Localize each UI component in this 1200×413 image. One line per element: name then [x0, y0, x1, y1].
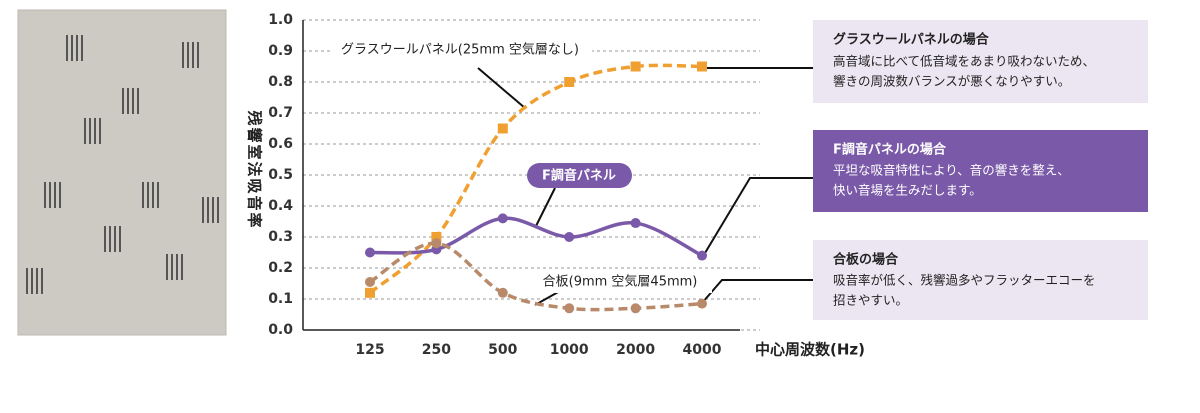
note-text: 高音域に比べて低音域をあまり吸わないため、 — [833, 54, 1095, 69]
data-point — [497, 213, 508, 224]
note-box: グラスウールパネルの場合 高音域に比べて低音域をあまり吸わないため、 響きの周波… — [813, 20, 1148, 103]
x-tick-label: 500 — [488, 342, 517, 358]
note-text: 吸音率が低く、残響過多やフラッターエコーを — [833, 273, 1096, 288]
connector — [701, 279, 813, 304]
data-point — [630, 303, 641, 314]
y-tick-label: 0.5 — [268, 167, 293, 183]
note-text: 響きの周波数バランスが悪くなりやすい。 — [833, 74, 1070, 89]
note-text: 平坦な吸音特性により、音の響きを整え、 — [833, 163, 1070, 178]
y-axis-label: 残響室法吸音率 — [246, 110, 264, 229]
y-tick-label: 0.4 — [268, 198, 293, 214]
series-label: F調音パネル — [542, 168, 616, 184]
y-tick-label: 0.8 — [268, 74, 293, 90]
data-point — [497, 123, 508, 134]
plot — [365, 61, 707, 314]
note-bg — [813, 240, 1148, 320]
y-tick-label: 0.1 — [268, 291, 293, 307]
x-tick-label: 2000 — [616, 342, 655, 358]
connector — [701, 177, 813, 259]
y-tick-label: 0.9 — [268, 43, 293, 59]
series-label: 合板(9mm 空気層45mm) — [543, 274, 698, 290]
note-bg — [813, 20, 1148, 103]
x-tick-label: 1000 — [550, 342, 589, 358]
data-point — [697, 61, 707, 72]
leader-line — [534, 187, 556, 229]
data-point — [431, 238, 442, 249]
data-point — [630, 218, 641, 229]
note-text: 快い音場を生みだします。 — [833, 183, 982, 198]
leaders — [477, 67, 813, 306]
series-line — [369, 216, 703, 258]
note-title: グラスウールパネルの場合 — [833, 32, 990, 48]
data-point — [564, 77, 575, 87]
data-point — [564, 232, 575, 242]
y-tick-label: 0.2 — [268, 260, 293, 276]
data-point — [630, 61, 641, 72]
y-tick-label: 0.7 — [268, 105, 293, 121]
data-point — [431, 232, 442, 242]
note-title: 合板の場合 — [833, 252, 899, 268]
series-label-pill — [527, 163, 632, 188]
y-tick-label: 0.6 — [268, 136, 293, 152]
label-bg — [528, 271, 712, 293]
data-point — [564, 303, 575, 314]
note-box: 合板の場合 吸音率が低く、残響過多やフラッターエコーを 招きやすい。 — [813, 240, 1148, 320]
data-point — [497, 287, 508, 298]
note-bg — [813, 130, 1148, 212]
data-point — [365, 287, 375, 298]
y-tick-label: 0.0 — [268, 322, 293, 338]
data-point — [365, 247, 375, 258]
x-tick-label: 125 — [355, 342, 384, 358]
x-tick-label: 4000 — [683, 342, 722, 358]
label-bg — [330, 39, 592, 61]
note-text: 招きやすい。 — [833, 293, 908, 308]
x-axis-label: 中心周波数(Hz) — [755, 341, 865, 359]
series-label: グラスウールパネル(25mm 空気層なし) — [341, 42, 579, 58]
y-tick-label: 1.0 — [268, 12, 293, 28]
note-title: F調音パネルの場合 — [833, 142, 947, 158]
x-tick-label: 250 — [422, 342, 451, 358]
data-point — [697, 250, 707, 261]
panel-image — [17, 9, 227, 336]
note-box: F調音パネルの場合 平坦な吸音特性により、音の響きを整え、 快い音場を生みだしま… — [813, 130, 1148, 212]
data-point — [365, 276, 375, 287]
data-point — [697, 298, 707, 309]
y-tick-label: 0.3 — [268, 229, 293, 245]
leader-line — [477, 67, 526, 109]
